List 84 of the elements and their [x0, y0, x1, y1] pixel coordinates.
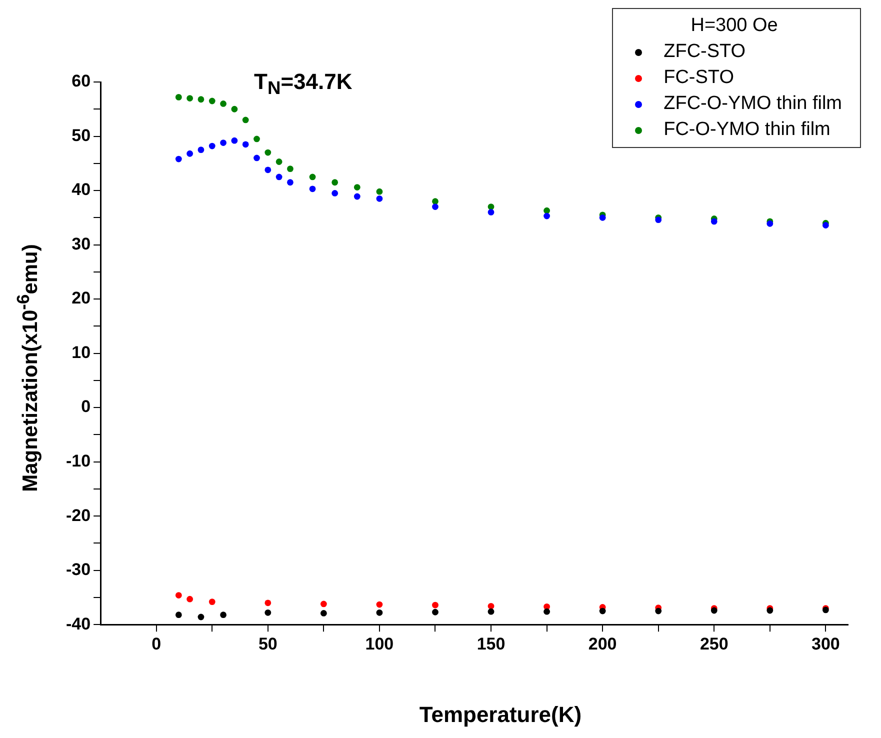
- x-tick-label: 300: [812, 634, 840, 654]
- point: [320, 600, 327, 608]
- point: [276, 158, 282, 165]
- legend-label: ZFC-STO: [664, 40, 746, 64]
- point: [376, 609, 383, 616]
- point: [376, 601, 383, 608]
- point: [264, 166, 272, 174]
- point: [254, 154, 260, 162]
- point: [198, 614, 204, 620]
- x-tick-label: 0: [152, 634, 162, 654]
- point: [208, 98, 216, 104]
- x-tick-label: 100: [365, 634, 394, 654]
- point: [320, 610, 327, 616]
- point: [655, 216, 662, 224]
- point: [242, 116, 249, 124]
- x-tick-label: 50: [258, 634, 278, 654]
- y-tick-label: 10: [72, 342, 91, 362]
- point: [175, 612, 182, 618]
- legend-title: H=300 Oe: [690, 15, 779, 37]
- point: [287, 166, 294, 172]
- point: [186, 150, 194, 157]
- point: [655, 608, 662, 614]
- point: [254, 136, 260, 142]
- point: [186, 596, 194, 602]
- point: [220, 100, 226, 107]
- point: [220, 140, 226, 146]
- point: [488, 608, 494, 615]
- point: [198, 146, 204, 154]
- x-tick-label: 200: [588, 634, 617, 654]
- point: [332, 190, 338, 196]
- y-tick-label: -10: [66, 452, 91, 471]
- point: [175, 94, 182, 100]
- point: [599, 608, 606, 614]
- point: [376, 188, 383, 195]
- point: [198, 96, 204, 103]
- point: [208, 598, 216, 606]
- x-axis-title: Temperature(K): [418, 702, 583, 728]
- point: [175, 592, 182, 598]
- point: [432, 204, 438, 210]
- point: [544, 212, 550, 220]
- point: [432, 198, 438, 205]
- point: [186, 95, 194, 102]
- point: [354, 193, 360, 200]
- legend-label: FC-STO: [664, 66, 734, 90]
- x-tick-label: 250: [700, 634, 728, 654]
- point: [264, 149, 272, 156]
- x-tick-label: 150: [476, 634, 506, 654]
- point: [488, 602, 494, 610]
- y-tick-label: 0: [81, 397, 91, 416]
- legend-label: FC-O-YMO thin film: [664, 118, 830, 142]
- point: [208, 142, 216, 150]
- point: [231, 137, 238, 144]
- y-tick-label: 50: [72, 126, 91, 145]
- point: [264, 600, 272, 606]
- y-tick-label: 60: [72, 72, 91, 91]
- point: [354, 184, 360, 190]
- point: [488, 204, 494, 210]
- point: [231, 106, 238, 112]
- point: [276, 174, 282, 180]
- point: [710, 218, 718, 225]
- y-tick-label: -30: [66, 560, 91, 580]
- y-tick-label: 20: [72, 288, 91, 308]
- point: [544, 608, 550, 615]
- point: [376, 195, 383, 202]
- y-tick-label: 40: [72, 180, 91, 200]
- point: [220, 612, 226, 618]
- legend-label: ZFC-O-YMO thin film: [664, 92, 842, 116]
- point: [822, 222, 829, 228]
- point: [287, 179, 294, 186]
- point: [175, 156, 182, 162]
- point: [544, 207, 550, 214]
- point: [432, 608, 438, 616]
- y-tick-label: -20: [66, 506, 91, 525]
- point: [599, 214, 606, 221]
- point: [332, 179, 338, 186]
- point: [309, 186, 316, 192]
- y-tick-label: -40: [66, 614, 91, 634]
- point: [488, 209, 494, 216]
- point: [309, 174, 316, 180]
- annotation: T$_{N}$=34.7K: [254, 68, 352, 100]
- point: [264, 609, 272, 616]
- y-tick-label: 30: [72, 234, 91, 254]
- point: [242, 141, 249, 148]
- point: [432, 602, 438, 608]
